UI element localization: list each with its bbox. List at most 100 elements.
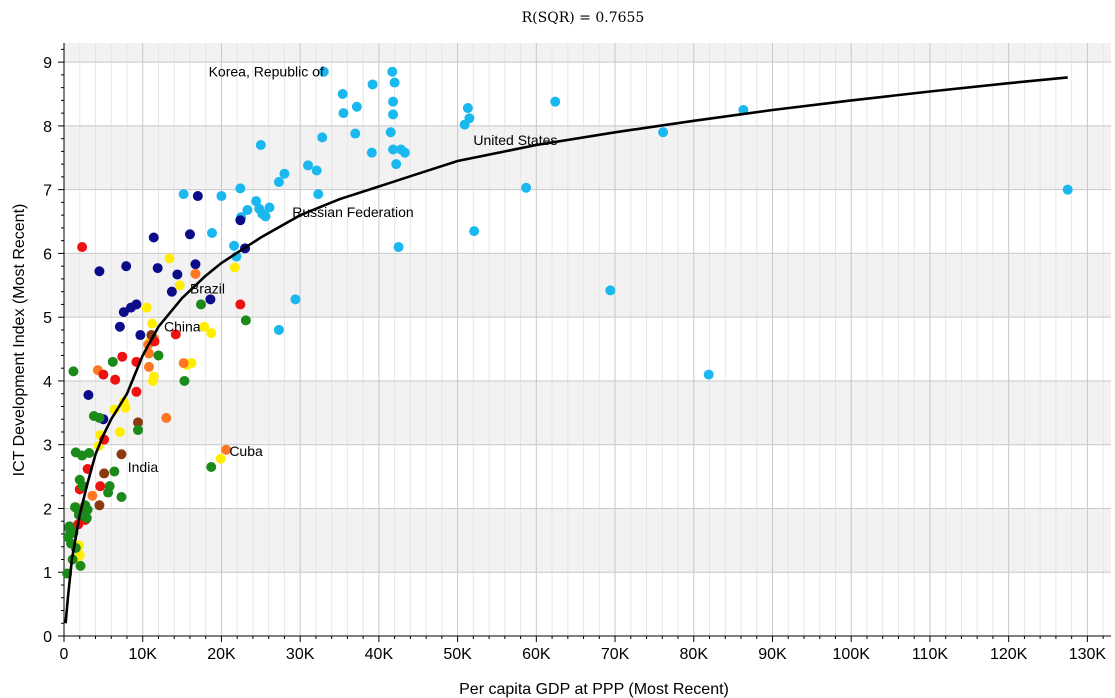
data-point — [144, 361, 155, 372]
y-tick-label: 3 — [43, 438, 52, 455]
point-annotation: Brazil — [190, 280, 225, 296]
data-point — [387, 66, 398, 77]
data-point — [178, 189, 189, 200]
y-tick-label: 1 — [43, 565, 52, 582]
data-point — [172, 269, 183, 280]
data-point — [166, 286, 177, 297]
data-point — [229, 262, 240, 273]
data-point — [153, 350, 164, 361]
point-annotation: China — [164, 319, 201, 335]
data-point — [215, 453, 226, 464]
data-point — [273, 177, 284, 188]
grid-lines — [64, 43, 1111, 636]
data-point — [190, 259, 201, 270]
x-tick-label: 30K — [286, 646, 315, 663]
background-band — [64, 380, 1111, 445]
data-point — [462, 103, 473, 114]
data-point — [206, 462, 217, 473]
y-axis-label: ICT Development Index (Most Recent) — [11, 204, 28, 477]
data-point — [338, 108, 349, 119]
data-point — [83, 389, 94, 400]
data-point — [64, 521, 75, 532]
data-point — [68, 366, 79, 377]
y-tick-label: 9 — [43, 55, 52, 72]
data-point — [70, 502, 81, 513]
data-point — [174, 280, 185, 291]
data-point — [391, 159, 402, 170]
x-tick-label: 40K — [365, 646, 394, 663]
data-point — [385, 127, 396, 138]
y-tick-label: 0 — [43, 629, 52, 646]
y-tick-label: 7 — [43, 183, 52, 200]
data-point — [521, 182, 532, 193]
x-tick-label: 20K — [207, 646, 236, 663]
data-point — [184, 229, 195, 240]
data-point — [658, 127, 669, 138]
data-point — [141, 302, 152, 313]
data-point — [605, 285, 616, 296]
data-point — [132, 425, 143, 436]
data-point — [235, 183, 246, 194]
data-point — [87, 490, 98, 501]
data-point — [132, 417, 143, 428]
data-point — [84, 447, 95, 458]
data-point — [469, 226, 480, 237]
data-point — [120, 402, 131, 413]
data-point — [98, 369, 109, 380]
point-annotation: Korea, Republic of — [209, 64, 324, 80]
x-tick-label: 70K — [601, 646, 630, 663]
data-point — [82, 504, 93, 515]
data-point — [147, 318, 158, 329]
x-tick-label: 10K — [128, 646, 157, 663]
tick-labels: 0 10K 20K 30K 40K 50K 60K 70K 80K 90K 100K 110K 120K… — [43, 55, 1106, 663]
data-point — [290, 294, 301, 305]
data-point — [337, 89, 348, 100]
point-annotation: United States — [473, 132, 557, 148]
data-point — [242, 205, 253, 216]
data-point — [118, 307, 129, 318]
data-point — [229, 240, 240, 251]
data-point — [367, 79, 378, 90]
data-point — [388, 144, 399, 155]
data-point — [148, 232, 159, 243]
data-point — [178, 358, 189, 369]
data-point — [388, 109, 399, 120]
background-band — [64, 43, 1111, 63]
data-point — [206, 228, 217, 239]
y-tick-label: 2 — [43, 501, 52, 518]
data-point — [399, 147, 410, 158]
point-annotation: India — [128, 459, 159, 475]
data-point — [393, 242, 404, 253]
y-tick-label: 6 — [43, 246, 52, 263]
data-point — [99, 468, 110, 479]
data-point — [311, 165, 322, 176]
data-point — [260, 211, 271, 222]
data-point — [131, 299, 142, 310]
y-tick-label: 8 — [43, 119, 52, 136]
x-tick-label: 60K — [522, 646, 551, 663]
data-point — [81, 513, 92, 524]
data-point — [221, 444, 232, 455]
data-point — [131, 386, 142, 397]
data-point — [279, 168, 290, 179]
data-point — [313, 189, 324, 200]
point-annotations: Korea, Republic of United States Russian F… — [128, 64, 558, 475]
data-point — [255, 140, 266, 151]
data-point — [317, 132, 328, 143]
data-point — [318, 66, 329, 77]
data-point — [205, 294, 216, 305]
x-tick-label: 90K — [758, 646, 787, 663]
data-point — [251, 196, 262, 207]
data-point — [199, 321, 210, 332]
data-point — [550, 96, 561, 107]
x-tick-label: 100K — [833, 646, 871, 663]
fit-curve — [64, 76, 1068, 624]
x-tick-label: 130K — [1069, 646, 1107, 663]
data-point — [116, 491, 127, 502]
data-points — [62, 66, 1073, 579]
data-point — [264, 202, 275, 213]
data-point — [190, 268, 201, 279]
data-point — [366, 147, 377, 158]
background-band — [64, 508, 1111, 573]
x-tick-label: 120K — [990, 646, 1028, 663]
